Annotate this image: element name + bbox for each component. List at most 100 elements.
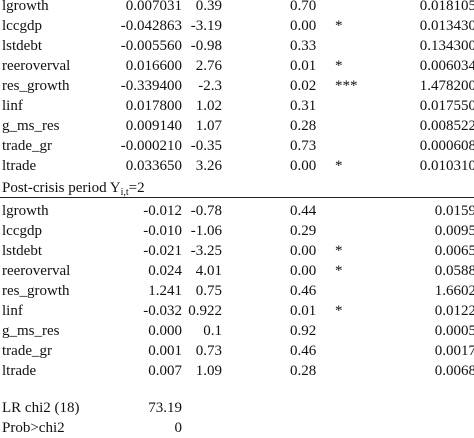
cell-coef: -0.042863 bbox=[120, 18, 182, 34]
cell-z: -2.3 bbox=[198, 78, 222, 94]
cell-name: lgrowth bbox=[2, 203, 49, 219]
cell-coef: 0.000 bbox=[148, 323, 182, 339]
section-suffix: =2 bbox=[128, 180, 145, 196]
cell-coef: -0.021 bbox=[143, 243, 182, 259]
cell-z: 2.76 bbox=[195, 58, 222, 74]
cell-coef: 0.009140 bbox=[125, 118, 182, 134]
cell-name: linf bbox=[2, 98, 23, 114]
cell-se: 0.010310 bbox=[419, 158, 474, 174]
cell-coef: 1.241 bbox=[148, 283, 182, 299]
cell-se: 0.0017 bbox=[434, 343, 474, 359]
cell-se: 0.000608 bbox=[419, 138, 474, 154]
cell-coef: -0.032 bbox=[143, 303, 182, 319]
cell-name: lccgdp bbox=[2, 18, 42, 34]
cell-name: lccgdp bbox=[2, 223, 42, 239]
cell-name: trade_gr bbox=[2, 138, 52, 154]
cell-p: 0.29 bbox=[290, 223, 317, 239]
cell-p: 0.01 bbox=[290, 58, 317, 74]
cell-coef: 0.017800 bbox=[125, 98, 182, 114]
cell-sig: * bbox=[335, 18, 343, 34]
cell-z: -3.25 bbox=[190, 243, 222, 259]
cell-p: 0.01 bbox=[290, 303, 317, 319]
cell-p: 0.46 bbox=[290, 283, 317, 299]
section-text: Post-crisis period Y bbox=[2, 180, 121, 196]
cell-z: -3.19 bbox=[190, 18, 222, 34]
cell-coef: 0.033650 bbox=[125, 158, 182, 174]
cell-name: res_growth bbox=[2, 78, 70, 94]
cell-se: 1.478200 bbox=[419, 78, 474, 94]
cell-z: 1.07 bbox=[195, 118, 222, 134]
cell-name: lstdebt bbox=[2, 243, 42, 259]
cell-value: 0 bbox=[174, 420, 183, 436]
section-rule bbox=[0, 197, 474, 198]
cell-p: 0.92 bbox=[290, 323, 317, 339]
cell-p: 0.73 bbox=[290, 138, 317, 154]
cell-z: 1.02 bbox=[195, 98, 222, 114]
cell-z: -0.35 bbox=[190, 138, 222, 154]
cell-se: 0.0005 bbox=[434, 323, 474, 339]
cell-coef: 0.016600 bbox=[125, 58, 182, 74]
cell-z: 0.1 bbox=[203, 323, 222, 339]
cell-se: 0.0095 bbox=[434, 223, 474, 239]
cell-z: 0.922 bbox=[188, 303, 222, 319]
cell-se: 0.008522 bbox=[419, 118, 474, 134]
cell-name: LR chi2 (18) bbox=[2, 400, 80, 416]
cell-sig: *** bbox=[335, 78, 358, 94]
cell-coef: -0.010 bbox=[143, 223, 182, 239]
cell-p: 0.28 bbox=[290, 363, 317, 379]
cell-se: 0.006034 bbox=[419, 58, 474, 74]
cell-coef: 0.001 bbox=[148, 343, 182, 359]
cell-name: lgrowth bbox=[2, 0, 49, 14]
cell-coef: 0.007031 bbox=[125, 0, 182, 14]
cell-p: 0.46 bbox=[290, 343, 317, 359]
cell-p: 0.00 bbox=[290, 263, 317, 279]
cell-coef: -0.000210 bbox=[120, 138, 182, 154]
cell-name: ltrade bbox=[2, 158, 37, 174]
cell-sig: * bbox=[335, 158, 343, 174]
cell-se: 0.013430 bbox=[419, 18, 474, 34]
cell-name: lstdebt bbox=[2, 38, 42, 54]
cell-se: 0.0588 bbox=[434, 263, 474, 279]
cell-z: 0.73 bbox=[195, 343, 222, 359]
cell-se: 0.018105 bbox=[419, 0, 474, 14]
cell-name: g_ms_res bbox=[2, 323, 60, 339]
cell-se: 0.0065 bbox=[434, 243, 474, 259]
section-sub: i,t bbox=[120, 187, 129, 198]
cell-p: 0.70 bbox=[290, 0, 317, 14]
cell-se: 0.134300 bbox=[419, 38, 474, 54]
cell-z: -0.78 bbox=[190, 203, 222, 219]
cell-se: 0.0068 bbox=[434, 363, 474, 379]
cell-p: 0.44 bbox=[290, 203, 317, 219]
cell-sig: * bbox=[335, 263, 343, 279]
cell-coef: -0.012 bbox=[143, 203, 182, 219]
cell-z: 1.09 bbox=[195, 363, 222, 379]
cell-p: 0.28 bbox=[290, 118, 317, 134]
cell-name: res_growth bbox=[2, 283, 70, 299]
cell-value: 73.19 bbox=[148, 400, 182, 416]
cell-coef: 0.024 bbox=[148, 263, 182, 279]
cell-name: linf bbox=[2, 303, 23, 319]
cell-sig: * bbox=[335, 303, 343, 319]
cell-sig: * bbox=[335, 58, 343, 74]
cell-se: 0.017550 bbox=[419, 98, 474, 114]
cell-z: 0.39 bbox=[195, 0, 222, 14]
cell-coef: -0.339400 bbox=[120, 78, 182, 94]
cell-name: trade_gr bbox=[2, 343, 52, 359]
cell-z: 3.26 bbox=[195, 158, 222, 174]
cell-sig: * bbox=[335, 243, 343, 259]
cell-name: ltrade bbox=[2, 363, 37, 379]
cell-name: reeroverval bbox=[2, 263, 71, 279]
cell-se: 1.6602 bbox=[434, 283, 474, 299]
cell-p: 0.31 bbox=[290, 98, 317, 114]
cell-z: 0.75 bbox=[195, 283, 222, 299]
cell-se: 0.0159 bbox=[434, 203, 474, 219]
cell-p: 0.02 bbox=[290, 78, 317, 94]
cell-p: 0.00 bbox=[290, 243, 317, 259]
cell-name: Prob>chi2 bbox=[2, 420, 65, 436]
section-label: Post-crisis period Yi,t=2 bbox=[2, 178, 145, 198]
cell-name: reeroverval bbox=[2, 58, 71, 74]
cell-coef: 0.007 bbox=[148, 363, 182, 379]
cell-coef: -0.005560 bbox=[120, 38, 182, 54]
cell-name: g_ms_res bbox=[2, 118, 60, 134]
